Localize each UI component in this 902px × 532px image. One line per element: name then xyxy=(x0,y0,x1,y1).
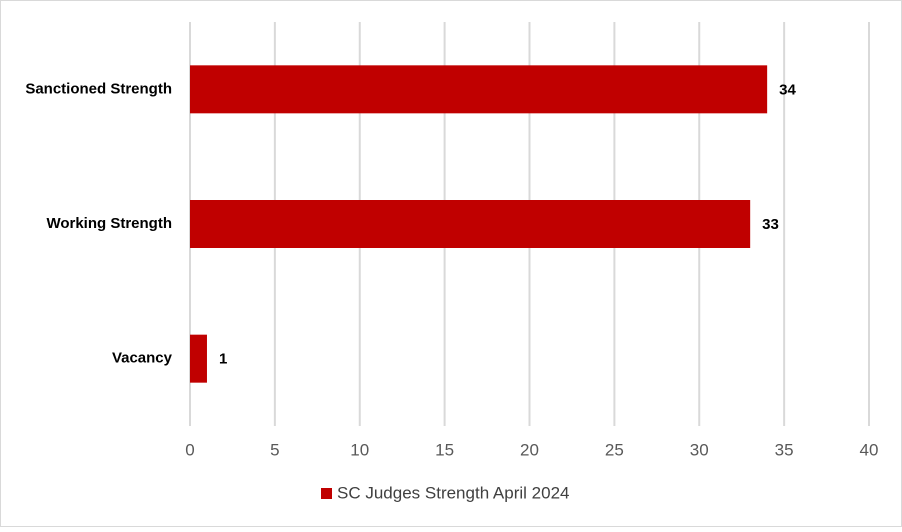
data-label: 1 xyxy=(219,351,227,368)
legend-swatch xyxy=(321,488,332,499)
bar xyxy=(190,200,751,248)
x-tick-label: 30 xyxy=(690,440,709,459)
x-tick-label: 25 xyxy=(605,440,624,459)
x-tick-label: 20 xyxy=(520,440,539,459)
bar xyxy=(190,65,768,114)
y-tick-label: Working Strength xyxy=(46,215,172,232)
x-tick-label: 10 xyxy=(350,440,369,459)
data-label: 34 xyxy=(779,81,796,98)
x-tick-label: 40 xyxy=(860,440,879,459)
data-label: 33 xyxy=(762,216,779,233)
y-tick-label: Sanctioned Strength xyxy=(25,80,172,97)
y-tick-label: Vacancy xyxy=(112,350,173,367)
x-tick-label: 35 xyxy=(775,440,794,459)
x-tick-label: 5 xyxy=(270,440,279,459)
legend-label: SC Judges Strength April 2024 xyxy=(337,483,569,502)
x-tick-label: 15 xyxy=(435,440,454,459)
x-tick-label: 0 xyxy=(185,440,194,459)
bar xyxy=(190,334,207,383)
